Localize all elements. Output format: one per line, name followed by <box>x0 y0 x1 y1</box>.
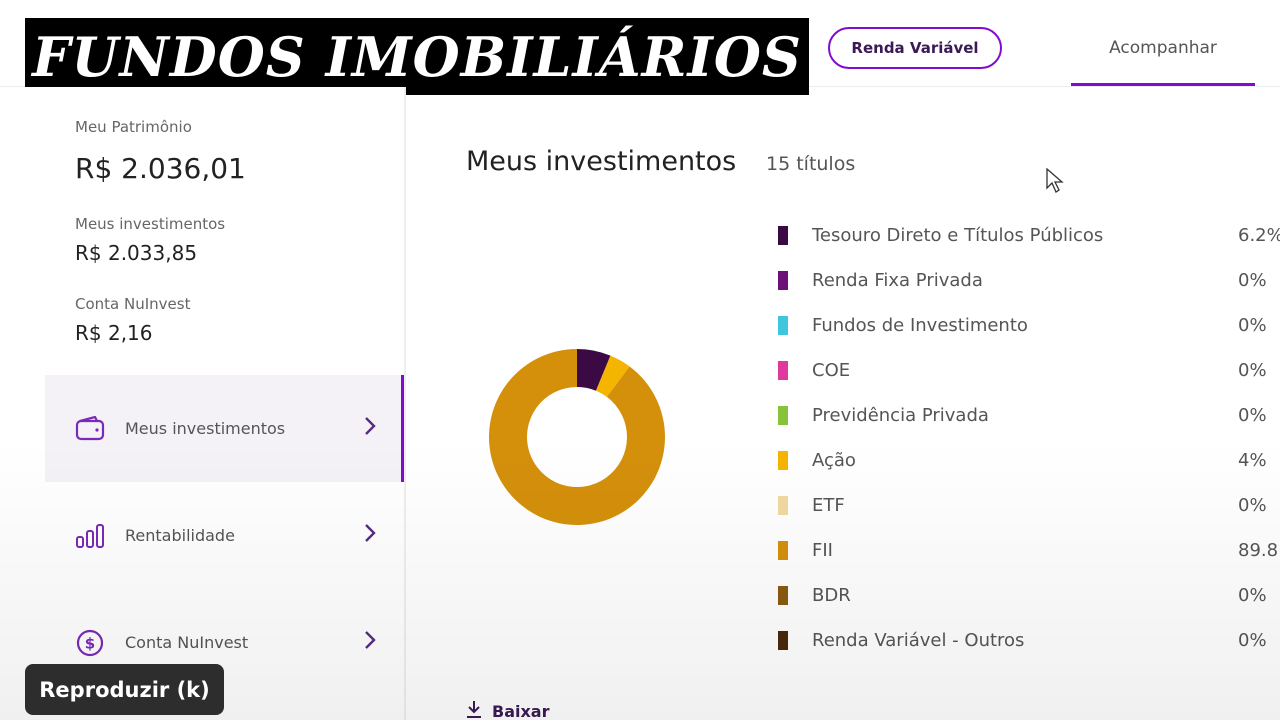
tab-acompanhar-label: Acompanhar <box>1109 38 1217 58</box>
sidebar-item-label: Meus investimentos <box>125 419 286 438</box>
legend-percentage: 0% <box>1238 269 1267 291</box>
legend-row: FII 89.8 <box>778 532 1280 568</box>
legend-label: COE <box>812 359 851 381</box>
legend-row: Renda Fixa Privada 0% <box>778 262 1280 298</box>
legend-label: FII <box>812 539 833 561</box>
legend-row: Tesouro Direto e Títulos Públicos 6.2% <box>778 217 1280 253</box>
titles-count: 15 títulos <box>766 153 856 175</box>
overlay-title-text: FUNDOS IMOBILIÁRIOS <box>32 24 802 89</box>
tab-acompanhar[interactable]: Acompanhar <box>1071 28 1255 68</box>
download-icon <box>466 700 482 722</box>
sidebar-item-label: Conta NuInvest <box>125 633 249 652</box>
donut-slice-5 <box>595 355 630 397</box>
patrimonio-label: Meu Patrimônio <box>75 118 192 136</box>
legend-label: Renda Variável - Outros <box>812 629 1025 651</box>
conta-label: Conta NuInvest <box>75 295 191 313</box>
legend-row: Previdência Privada 0% <box>778 397 1280 433</box>
legend-swatch <box>778 630 788 650</box>
legend-percentage: 0% <box>1238 629 1267 651</box>
download-label: Baixar <box>492 701 550 721</box>
legend-label: Tesouro Direto e Títulos Públicos <box>812 224 1104 246</box>
legend-label: Previdência Privada <box>812 404 989 426</box>
legend-swatch <box>778 360 788 380</box>
legend-row: Fundos de Investimento 0% <box>778 307 1280 343</box>
bar-chart-icon <box>75 521 105 551</box>
legend-label: BDR <box>812 584 851 606</box>
renda-variavel-label: Renda Variável <box>851 39 979 57</box>
legend-row: ETF 0% <box>778 487 1280 523</box>
tab-active-indicator <box>1071 83 1255 86</box>
wallet-icon <box>75 414 105 444</box>
download-button[interactable]: Baixar <box>466 700 549 722</box>
legend-swatch <box>778 585 788 605</box>
svg-text:$: $ <box>85 634 95 652</box>
sidebar-item-conta-nuinvest[interactable]: $ Conta NuInvest <box>45 589 404 696</box>
legend-percentage: 0% <box>1238 584 1267 606</box>
legend-percentage: 0% <box>1238 404 1267 426</box>
conta-value: R$ 2,16 <box>75 321 153 345</box>
sidebar-divider <box>404 87 406 720</box>
chevron-right-icon <box>363 415 377 443</box>
legend-label: Renda Fixa Privada <box>812 269 983 291</box>
sidebar-item-label: Rentabilidade <box>125 526 235 545</box>
donut-slice-7 <box>488 349 665 525</box>
legend-row: COE 0% <box>778 352 1280 388</box>
investimentos-value: R$ 2.033,85 <box>75 241 198 265</box>
investimentos-label: Meus investimentos <box>75 215 226 233</box>
video-title-overlay: FUNDOS IMOBILIÁRIOS <box>25 18 809 95</box>
allocation-donut-chart <box>488 349 665 525</box>
legend-label: Ação <box>812 449 856 471</box>
sidebar-item-rentabilidade[interactable]: Rentabilidade <box>45 482 404 589</box>
legend-percentage: 89.8 <box>1238 539 1279 561</box>
chevron-right-icon <box>363 629 377 657</box>
patrimonio-value: R$ 2.036,01 <box>75 152 246 185</box>
legend-percentage: 0% <box>1238 494 1267 516</box>
legend-label: ETF <box>812 494 845 516</box>
legend-swatch <box>778 270 788 290</box>
renda-variavel-button[interactable]: Renda Variável <box>828 27 1002 69</box>
legend-percentage: 4% <box>1238 449 1267 471</box>
legend-row: Renda Variável - Outros 0% <box>778 622 1280 658</box>
legend-swatch <box>778 315 788 335</box>
page-title: Meus investimentos <box>466 146 737 177</box>
legend-label: Fundos de Investimento <box>812 314 1028 336</box>
legend-row: BDR 0% <box>778 577 1280 613</box>
sidebar-item-meus-investimentos[interactable]: Meus investimentos <box>45 375 404 482</box>
legend-row: Ação 4% <box>778 442 1280 478</box>
legend-swatch <box>778 540 788 560</box>
donut-slice-0 <box>577 349 611 391</box>
play-tooltip-label: Reproduzir (k) <box>39 677 210 702</box>
mouse-cursor-icon <box>1046 167 1064 198</box>
legend-swatch <box>778 450 788 470</box>
chevron-right-icon <box>363 522 377 550</box>
legend-percentage: 6.2% <box>1238 224 1280 246</box>
legend-swatch <box>778 495 788 515</box>
legend-percentage: 0% <box>1238 314 1267 336</box>
legend-swatch <box>778 225 788 245</box>
play-tooltip: Reproduzir (k) <box>25 664 224 715</box>
legend-percentage: 0% <box>1238 359 1267 381</box>
legend-swatch <box>778 405 788 425</box>
dollar-coin-icon: $ <box>75 628 105 658</box>
